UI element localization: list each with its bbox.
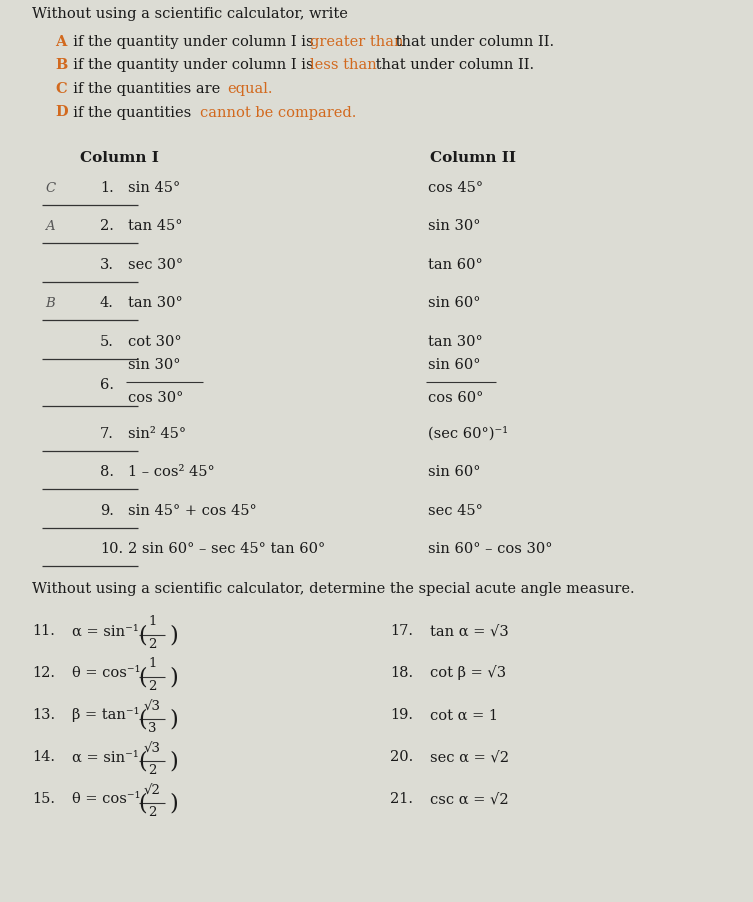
Text: 2: 2 (148, 765, 157, 778)
Text: cot 30°: cot 30° (128, 335, 181, 349)
Text: tan 45°: tan 45° (128, 219, 182, 234)
Text: 1: 1 (148, 615, 157, 629)
Text: 7.: 7. (100, 427, 114, 441)
Text: 2: 2 (148, 680, 157, 694)
Text: √3: √3 (144, 699, 161, 713)
Text: 5.: 5. (100, 335, 114, 349)
Text: θ = cos⁻¹: θ = cos⁻¹ (72, 667, 141, 680)
Text: ): ) (169, 624, 178, 647)
Text: that under column II.: that under column II. (392, 35, 554, 49)
Text: 1.: 1. (100, 181, 114, 195)
Text: Column I: Column I (80, 151, 159, 165)
Text: 18.: 18. (390, 667, 413, 680)
Text: 6.: 6. (100, 379, 114, 392)
Text: 19.: 19. (390, 708, 413, 723)
Text: 14.: 14. (32, 750, 55, 765)
Text: (sec 60°)⁻¹: (sec 60°)⁻¹ (428, 427, 508, 441)
Text: B: B (45, 298, 55, 310)
Text: A: A (55, 35, 66, 49)
Text: sin 60°: sin 60° (428, 297, 480, 310)
Text: 12.: 12. (32, 667, 55, 680)
Text: if the quantity under column I is: if the quantity under column I is (64, 59, 318, 72)
Text: A: A (45, 220, 55, 234)
Text: if the quantities: if the quantities (64, 106, 196, 119)
Text: (: ( (139, 667, 147, 688)
Text: 2 sin 60° – sec 45° tan 60°: 2 sin 60° – sec 45° tan 60° (128, 542, 325, 557)
Text: 8.: 8. (100, 465, 114, 480)
Text: 10.: 10. (100, 542, 123, 557)
Text: θ = cos⁻¹: θ = cos⁻¹ (72, 793, 141, 806)
Text: cos 45°: cos 45° (428, 181, 483, 195)
Text: ): ) (169, 708, 178, 731)
Text: 15.: 15. (32, 793, 55, 806)
Text: 2: 2 (148, 806, 157, 820)
Text: sec 45°: sec 45° (428, 504, 483, 518)
Text: (: ( (139, 793, 147, 815)
Text: equal.: equal. (227, 82, 273, 96)
Text: sin 60°: sin 60° (428, 358, 480, 373)
Text: √2: √2 (144, 784, 161, 796)
Text: cot α = 1: cot α = 1 (430, 708, 498, 723)
Text: if the quantities are: if the quantities are (64, 82, 224, 96)
Text: C: C (45, 182, 55, 195)
Text: (: ( (139, 750, 147, 772)
Text: sin 60°: sin 60° (428, 465, 480, 480)
Text: β = tan⁻¹: β = tan⁻¹ (72, 707, 139, 723)
Text: if the quantity under column I is: if the quantity under column I is (64, 35, 318, 49)
Text: 1: 1 (148, 658, 157, 670)
Text: D: D (55, 106, 68, 119)
Text: that under column II.: that under column II. (371, 59, 534, 72)
Text: B: B (55, 59, 67, 72)
Text: greater than: greater than (309, 35, 403, 49)
Text: 1 – cos² 45°: 1 – cos² 45° (128, 465, 215, 480)
Text: (: ( (139, 624, 147, 647)
Text: sin 60° – cos 30°: sin 60° – cos 30° (428, 542, 553, 557)
Text: 21.: 21. (390, 793, 413, 806)
Text: tan 60°: tan 60° (428, 258, 483, 272)
Text: sec 30°: sec 30° (128, 258, 183, 272)
Text: 17.: 17. (390, 624, 413, 639)
Text: tan α = √3: tan α = √3 (430, 624, 509, 639)
Text: ): ) (169, 750, 178, 772)
Text: cos 60°: cos 60° (428, 391, 483, 406)
Text: tan 30°: tan 30° (428, 335, 483, 349)
Text: cannot be compared.: cannot be compared. (200, 106, 357, 119)
Text: sin 30°: sin 30° (128, 358, 181, 373)
Text: sin 45°: sin 45° (128, 181, 180, 195)
Text: cot β = √3: cot β = √3 (430, 666, 506, 680)
Text: 20.: 20. (390, 750, 413, 765)
Text: 9.: 9. (100, 504, 114, 518)
Text: √3: √3 (144, 741, 161, 754)
Text: ): ) (169, 793, 178, 815)
Text: Column II: Column II (430, 151, 516, 165)
Text: α = sin⁻¹: α = sin⁻¹ (72, 750, 139, 765)
Text: α = sin⁻¹: α = sin⁻¹ (72, 624, 139, 639)
Text: 3.: 3. (100, 258, 114, 272)
Text: ): ) (169, 667, 178, 688)
Text: Without using a scientific calculator, write: Without using a scientific calculator, w… (32, 7, 348, 21)
Text: (: ( (139, 708, 147, 731)
Text: C: C (55, 82, 66, 96)
Text: 3: 3 (148, 723, 157, 735)
Text: tan 30°: tan 30° (128, 297, 183, 310)
Text: csc α = √2: csc α = √2 (430, 793, 508, 806)
Text: sin 30°: sin 30° (428, 219, 480, 234)
Text: sin² 45°: sin² 45° (128, 427, 186, 441)
Text: cos 30°: cos 30° (128, 391, 184, 406)
Text: sin 45° + cos 45°: sin 45° + cos 45° (128, 504, 257, 518)
Text: 4.: 4. (100, 297, 114, 310)
Text: 11.: 11. (32, 624, 55, 639)
Text: 2.: 2. (100, 219, 114, 234)
Text: sec α = √2: sec α = √2 (430, 750, 509, 765)
Text: less than: less than (309, 59, 376, 72)
Text: 2: 2 (148, 639, 157, 651)
Text: 13.: 13. (32, 708, 55, 723)
Text: Without using a scientific calculator, determine the special acute angle measure: Without using a scientific calculator, d… (32, 583, 635, 596)
